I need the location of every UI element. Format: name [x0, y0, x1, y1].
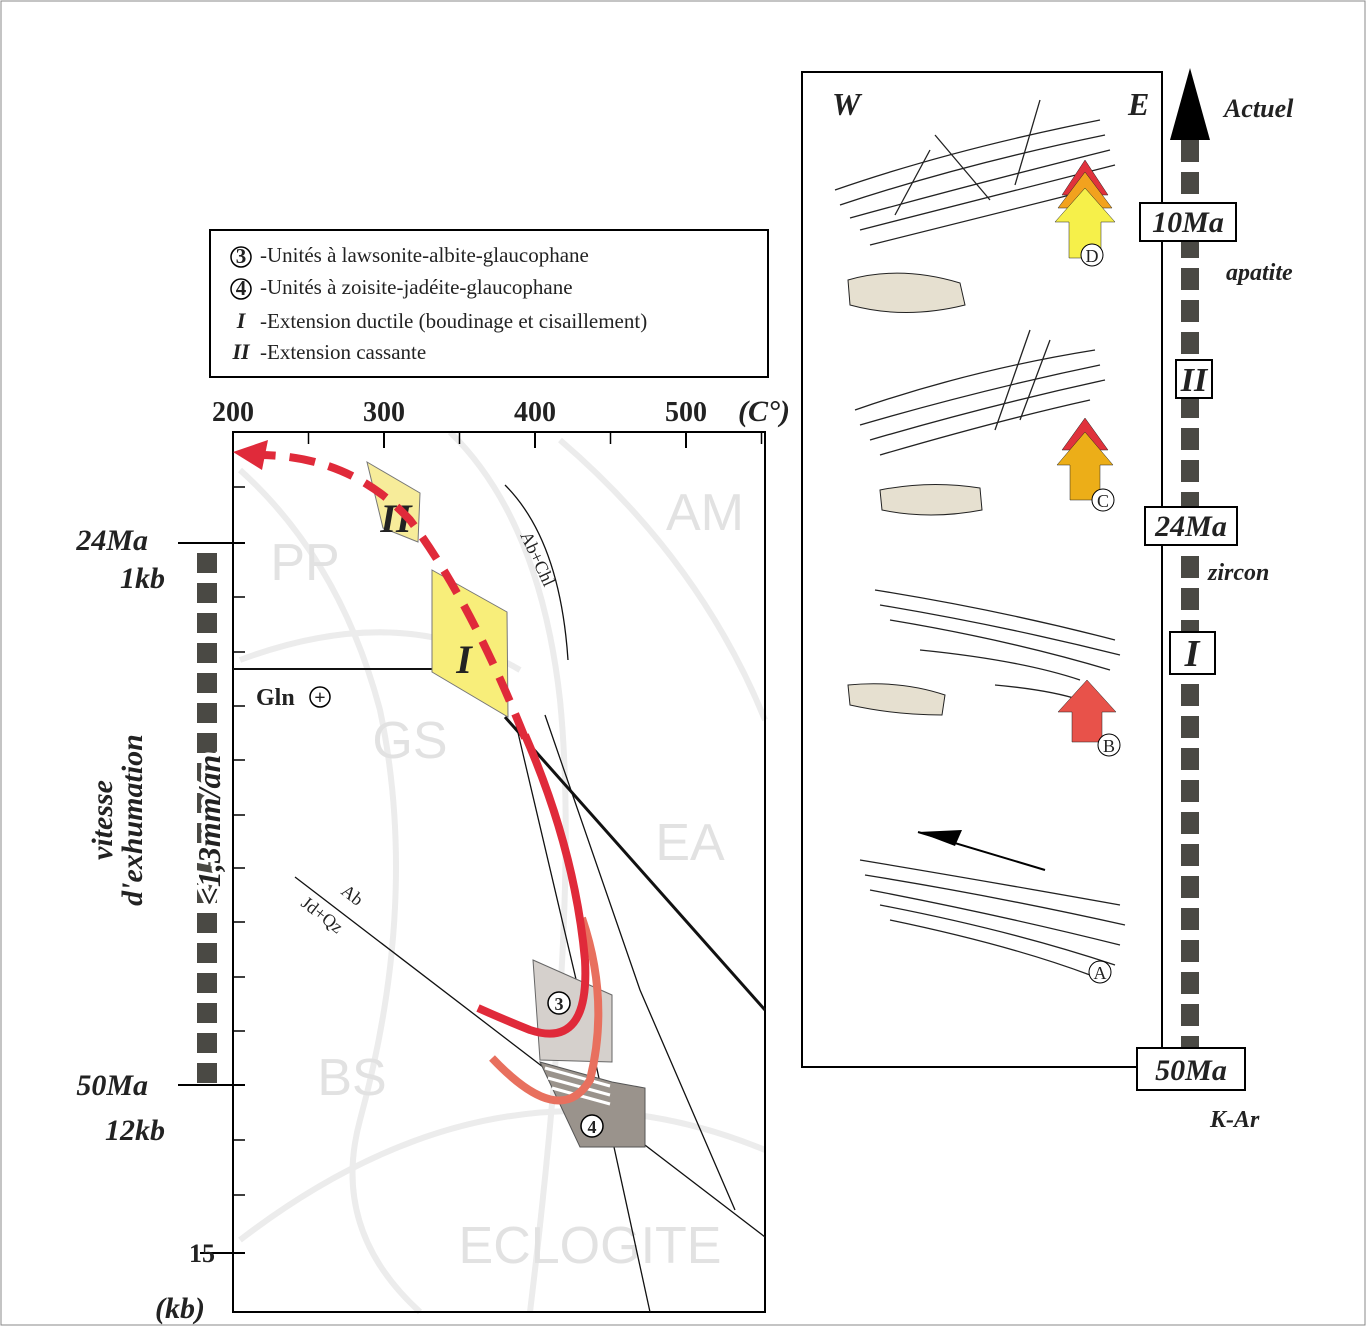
shear-arrow-head — [918, 830, 962, 846]
pressure-marker: 12kb — [105, 1114, 165, 1147]
pressure-marker: 1kb — [120, 562, 165, 595]
timeline-box — [1139, 202, 1237, 242]
temperature-tick-label: 400 — [514, 397, 556, 428]
cross-sections: W E D C B A — [801, 71, 1163, 1068]
stage-label: B — [1103, 736, 1115, 756]
field-label: 3 — [555, 994, 564, 1014]
timeline-label: 24Ma — [1154, 510, 1227, 543]
timeline-box — [1144, 506, 1238, 546]
facies-arc — [237, 467, 423, 1315]
dating-method: zircon — [1207, 560, 1269, 586]
legend-box — [209, 229, 769, 378]
field-i — [431, 569, 509, 718]
legend-circle — [230, 246, 252, 268]
field-label: 4 — [588, 1117, 597, 1137]
legend-symbol: I — [236, 308, 247, 333]
timeline-box — [1175, 359, 1213, 399]
pressure-unit: (kb) — [155, 1292, 205, 1325]
reaction-line — [544, 714, 736, 1211]
east-label: E — [1127, 86, 1149, 122]
facies-label: ECLOGITE — [459, 1217, 722, 1275]
facies-label: PP — [270, 534, 339, 592]
pt-path-4 — [489, 916, 603, 1105]
rate-value-halo: <1,3mm/an — [191, 755, 227, 906]
legend-symbol: II — [231, 339, 251, 364]
legend-symbol: 3 — [236, 244, 247, 268]
foliation-lines — [834, 99, 1126, 976]
facies-arc — [238, 1107, 767, 1243]
ab-jd-line — [294, 876, 766, 1238]
reaction-label: Gln — [256, 685, 295, 711]
reaction-label: Ab — [338, 880, 368, 909]
field-label: I — [455, 637, 473, 682]
timeline-label: 50Ma — [1155, 1054, 1227, 1087]
reaction-label: + — [314, 687, 325, 709]
pt-diagram: PP AM GS EA BS ECLOGITE Ab+Chl Ab Jd+Qz … — [75, 395, 790, 1325]
facies-label: GS — [372, 712, 447, 770]
timeline-label: 10Ma — [1152, 206, 1224, 239]
timeline-box — [1136, 1047, 1246, 1091]
reaction-label: Ab+Chl — [516, 528, 559, 589]
reaction-label: Jd+Qz — [298, 892, 347, 937]
facies-label: EA — [655, 814, 725, 872]
ab-chl-line — [504, 484, 569, 661]
plot-frame — [232, 431, 766, 1313]
temperature-tick-label: 300 — [363, 397, 405, 428]
temperature-unit: (C°) — [738, 395, 790, 428]
field-circle — [580, 1114, 604, 1138]
temperature-tick-label: 500 — [665, 397, 707, 428]
legend-label: -Unités à zoisite-jadéite-glaucophane — [260, 275, 573, 299]
rate-title: d'exhumation — [116, 734, 149, 906]
timeline-label: I — [1184, 633, 1201, 675]
pt-path-dashed — [257, 451, 529, 740]
west-label: W — [832, 86, 863, 122]
timeline-label: II — [1180, 362, 1209, 399]
pressure-tick-label: 15 — [189, 1239, 215, 1268]
gln-circle — [309, 686, 331, 708]
timeline-box — [1169, 631, 1216, 675]
pressure-major-ticks — [178, 542, 245, 1254]
timeline: Actuel 10Ma II 24Ma I 50Ma apatite zirco… — [1136, 68, 1294, 1133]
facies-arc — [558, 437, 768, 722]
age-marker: 50Ma — [76, 1069, 148, 1102]
pressure-ticks — [233, 486, 245, 1196]
dating-method: apatite — [1226, 260, 1293, 286]
temperature-tick-label: 200 — [212, 397, 254, 428]
reaction-line — [503, 716, 767, 1011]
stage-arrows — [1054, 159, 1117, 743]
field-circle — [547, 991, 571, 1015]
rate-title: vitesse — [86, 780, 119, 860]
stage-label: A — [1094, 963, 1107, 983]
legend-label: -Extension cassante — [260, 340, 426, 364]
legend-circle — [230, 278, 252, 300]
legend: 3 -Unités à lawsonite-albite-glaucophane… — [209, 229, 769, 378]
dating-method: K-Ar — [1209, 1107, 1260, 1133]
stage-labels — [1080, 243, 1121, 984]
legend-symbol: 4 — [236, 276, 247, 300]
age-marker: 24Ma — [75, 524, 148, 557]
legend-label: -Extension ductile (boudinage et cisaill… — [260, 309, 647, 333]
stage-label: C — [1097, 491, 1109, 511]
boudins — [847, 272, 983, 716]
pt-path-3 — [476, 733, 590, 1038]
timeline-top: Actuel — [1222, 94, 1294, 123]
facies-label: BS — [317, 1049, 386, 1107]
rate-value: <1,3mm/an — [191, 755, 227, 906]
pt-path-arrow — [233, 440, 268, 470]
timeline-arrow — [1170, 68, 1210, 140]
stage-label: D — [1086, 246, 1099, 266]
facies-label: AM — [666, 484, 744, 542]
legend-label: -Unités à lawsonite-albite-glaucophane — [260, 243, 589, 267]
